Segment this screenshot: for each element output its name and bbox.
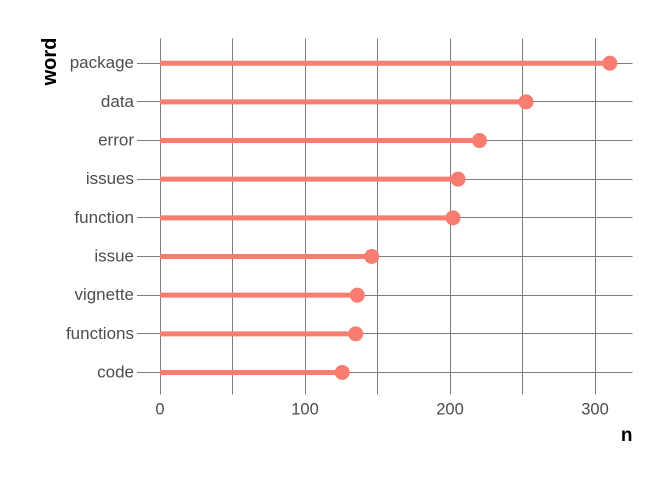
svg-text:issue: issue: [94, 247, 134, 266]
svg-text:100: 100: [291, 400, 319, 418]
svg-text:300: 300: [581, 400, 609, 418]
svg-text:word: word: [39, 38, 61, 87]
svg-text:issues: issues: [86, 169, 134, 188]
svg-text:function: function: [74, 208, 134, 227]
svg-text:200: 200: [436, 400, 464, 418]
svg-text:0: 0: [155, 400, 164, 418]
svg-text:vignette: vignette: [74, 285, 134, 304]
svg-text:code: code: [97, 362, 134, 381]
svg-text:error: error: [98, 131, 134, 150]
svg-text:functions: functions: [66, 324, 134, 343]
svg-text:data: data: [101, 92, 135, 111]
svg-text:package: package: [70, 53, 134, 72]
svg-text:n: n: [621, 425, 633, 446]
